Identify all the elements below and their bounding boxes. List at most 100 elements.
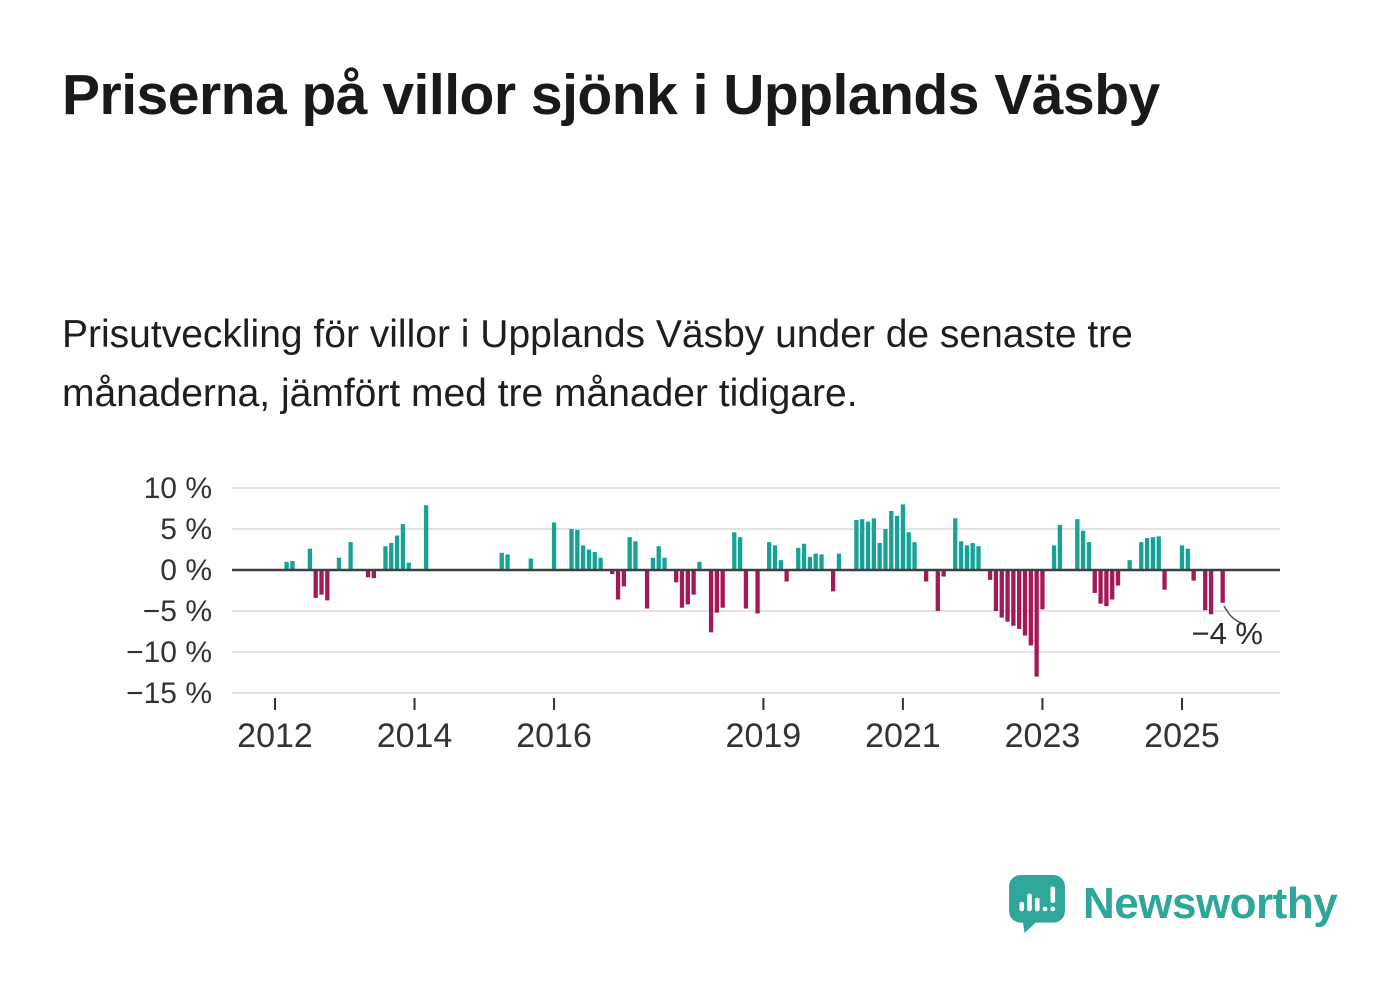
bar: [796, 547, 801, 570]
bar: [662, 557, 667, 570]
bar: [999, 570, 1004, 618]
bar: [1144, 538, 1150, 570]
x-axis-label: 2019: [726, 717, 802, 755]
bar: [1086, 542, 1092, 570]
bar: [598, 557, 603, 570]
bar: [1075, 519, 1080, 570]
bar: [755, 570, 760, 614]
bar: [528, 558, 533, 570]
bar: [720, 570, 725, 608]
bar: [1139, 542, 1144, 570]
bar: [708, 570, 714, 633]
bar: [854, 519, 859, 570]
bar: [1185, 548, 1190, 570]
bar: [1040, 570, 1045, 610]
bar: [1005, 570, 1010, 622]
bar: [290, 560, 295, 570]
bar: [586, 549, 592, 570]
bar: [551, 522, 557, 570]
bar: [987, 570, 993, 580]
page-subtitle: Prisutveckling för villor i Upplands Väs…: [62, 313, 1133, 415]
x-axis-label: 2014: [377, 717, 453, 755]
bar: [319, 570, 324, 595]
bar: [935, 570, 940, 611]
bar: [674, 570, 679, 583]
bar: [778, 560, 783, 570]
annotation-label: −4 %: [1191, 616, 1263, 651]
y-axis-label: −15 %: [126, 677, 212, 710]
annotation-connector: [1223, 605, 1246, 625]
bar: [389, 542, 394, 570]
bar: [365, 570, 371, 578]
bar-chart: 10 % 5 % 0 % −5 % −10 % −15 % 2012 2014 2016 2019…: [126, 472, 1280, 755]
bar: [1057, 524, 1063, 570]
x-axis-label: 2023: [1005, 717, 1081, 755]
bar: [336, 557, 342, 570]
bar: [970, 542, 975, 570]
bar: [1110, 570, 1115, 600]
bar: [1017, 570, 1022, 630]
x-axis-label: 2016: [516, 717, 592, 755]
bar: [691, 570, 696, 595]
bar: [784, 570, 789, 582]
bar: [325, 570, 330, 601]
bar: [953, 518, 958, 570]
bar: [621, 570, 626, 587]
bar: [1028, 570, 1033, 646]
bar: [1162, 570, 1167, 590]
bar: [307, 548, 313, 570]
bar: [737, 537, 743, 570]
x-axis-label: 2012: [237, 717, 313, 755]
bar: [714, 570, 720, 613]
bar: [772, 545, 778, 570]
y-axis-label: −10 %: [126, 636, 212, 669]
bar: [1179, 545, 1185, 570]
bar: [406, 562, 411, 570]
bar: [813, 553, 818, 570]
bar: [1191, 570, 1196, 581]
bar: [627, 537, 632, 570]
bar: [743, 570, 749, 609]
bar: [284, 561, 289, 570]
bar: [1051, 545, 1057, 570]
bar: [865, 521, 871, 570]
bar: [819, 554, 824, 570]
bar: [1080, 530, 1086, 570]
bar: [1156, 536, 1161, 570]
bar: [883, 529, 888, 570]
bar: [924, 570, 929, 582]
bar: [644, 570, 650, 609]
bar: [912, 542, 917, 570]
y-axis-label: −5 %: [143, 595, 212, 628]
bar: [424, 505, 429, 570]
bar: [871, 518, 876, 570]
bar: [801, 543, 807, 570]
newsworthy-logo-icon: [1009, 875, 1065, 933]
bar: [1022, 570, 1028, 636]
bar: [1220, 570, 1225, 603]
bar: [592, 551, 597, 570]
bar: [1098, 570, 1103, 604]
bar: [889, 510, 894, 570]
bar: [348, 542, 353, 570]
bar: [371, 570, 376, 579]
bar: [976, 546, 981, 570]
bar: [1150, 537, 1156, 570]
bar: [685, 570, 690, 605]
newsworthy-logo-text: Newsworthy: [1083, 879, 1338, 928]
bar: [993, 570, 999, 611]
bar: [615, 570, 621, 600]
bar: [1203, 570, 1208, 611]
bar: [580, 545, 586, 570]
x-axis-label: 2025: [1144, 717, 1220, 755]
bar: [400, 524, 406, 570]
bar: [807, 556, 813, 570]
bar: [900, 504, 906, 570]
y-axis-label: 10 %: [144, 472, 212, 505]
bar: [499, 552, 504, 570]
bar: [1092, 570, 1097, 593]
y-axis-label: 0 %: [160, 554, 212, 587]
bar: [650, 557, 656, 570]
bar: [633, 541, 638, 570]
